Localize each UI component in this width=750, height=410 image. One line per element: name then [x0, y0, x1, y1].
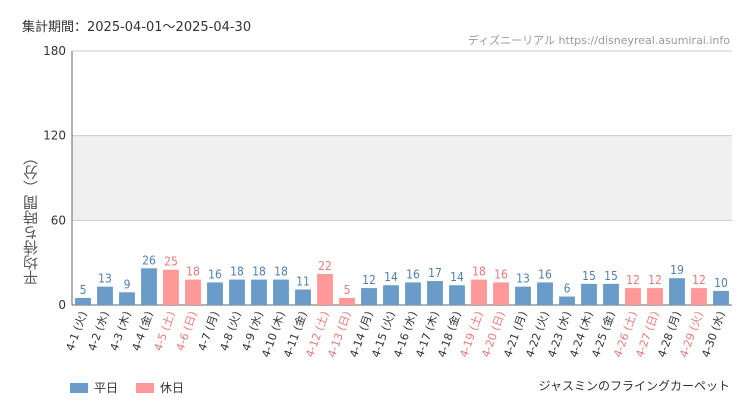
data-label: 12: [626, 273, 640, 287]
data-label: 18: [230, 265, 244, 279]
data-label: 25: [164, 255, 178, 269]
bar: [361, 288, 377, 305]
y-tick-label: 120: [43, 129, 66, 143]
data-label: 18: [252, 265, 266, 279]
attraction-name: ジャスミンのフライングカーペット: [538, 379, 730, 393]
data-label: 16: [406, 267, 420, 281]
legend-label-weekday: 平日: [94, 381, 119, 395]
bar: [559, 296, 575, 305]
data-label: 16: [494, 267, 508, 281]
data-label: 14: [450, 270, 464, 284]
legend-label-holiday: 休日: [160, 381, 185, 395]
data-label: 16: [538, 267, 552, 281]
bar: [141, 268, 157, 305]
bar: [339, 297, 355, 305]
bar: [295, 289, 311, 305]
bar: [185, 279, 201, 305]
bar: [713, 290, 729, 305]
bar: [449, 285, 465, 305]
source-credit: ディズニーリアル https://disneyreal.asumirai.inf…: [467, 34, 730, 47]
data-label: 12: [648, 273, 662, 287]
data-label: 18: [472, 265, 486, 279]
data-label: 10: [714, 276, 728, 290]
data-label: 5: [344, 283, 351, 297]
bar: [471, 279, 487, 305]
y-tick-label: 180: [43, 44, 66, 58]
bar: [273, 279, 289, 305]
bar: [163, 269, 179, 305]
data-label: 6: [564, 282, 571, 296]
bar: [515, 286, 531, 305]
period-label: 集計期間：2025-04-01～2025-04-30: [22, 20, 252, 35]
data-label: 11: [296, 274, 310, 288]
bar: [405, 282, 421, 305]
bar: [647, 288, 663, 305]
legend-swatch-holiday: [136, 382, 155, 393]
data-label: 12: [692, 273, 706, 287]
data-label: 16: [208, 267, 222, 281]
bar: [317, 273, 333, 305]
data-label: 14: [384, 270, 398, 284]
data-label: 17: [428, 266, 442, 280]
legend-item-holiday[interactable]: 休日: [136, 379, 184, 396]
bar: [427, 281, 443, 305]
bar: [669, 278, 685, 305]
bar: [603, 283, 619, 305]
legend: 平日 休日: [70, 379, 184, 396]
bar: [691, 288, 707, 305]
data-label: 13: [98, 272, 112, 286]
bar: [625, 288, 641, 305]
data-label: 15: [604, 269, 618, 283]
data-label: 5: [80, 283, 87, 297]
bar: [251, 279, 267, 305]
data-label: 15: [582, 269, 596, 283]
bar: [119, 292, 135, 305]
data-label: 9: [124, 277, 131, 291]
data-label: 26: [142, 253, 156, 267]
bar: [383, 285, 399, 305]
bar: [229, 279, 245, 305]
bar: [207, 282, 223, 305]
bar: [581, 283, 597, 305]
bar: [493, 282, 509, 305]
data-label: 19: [670, 263, 684, 277]
data-label: 12: [362, 273, 376, 287]
grid-band: [72, 135, 732, 221]
data-label: 22: [318, 259, 332, 273]
legend-item-weekday[interactable]: 平日: [70, 379, 118, 396]
y-tick-label: 0: [58, 298, 66, 312]
bar: [97, 286, 113, 305]
data-label: 18: [274, 265, 288, 279]
legend-swatch-weekday: [70, 382, 88, 393]
bar: [537, 282, 553, 305]
y-tick-label: 60: [51, 213, 66, 227]
bar: [75, 297, 91, 305]
data-label: 18: [186, 265, 200, 279]
data-label: 13: [516, 272, 530, 286]
